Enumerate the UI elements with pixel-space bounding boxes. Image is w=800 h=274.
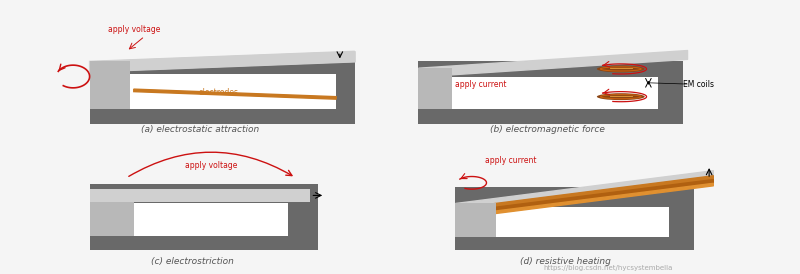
Text: apply current: apply current [485,156,536,165]
Bar [455,187,694,250]
Polygon shape [90,51,354,72]
Text: (c) electrostriction: (c) electrostriction [151,257,234,266]
Bar [418,68,451,109]
Bar [90,184,318,250]
Bar [90,61,130,109]
Text: EM coils: EM coils [683,79,714,89]
Bar [455,203,496,237]
Text: apply voltage: apply voltage [185,161,238,170]
Bar [90,61,354,124]
Text: (d) resistive heating: (d) resistive heating [520,257,611,266]
Bar [90,202,134,236]
Polygon shape [134,89,336,99]
Text: electrodes: electrodes [198,88,238,97]
Bar [451,76,658,109]
Text: (a) electrostatic attraction: (a) electrostatic attraction [141,125,259,135]
Bar [90,189,310,202]
Bar [134,203,288,236]
Ellipse shape [597,65,645,72]
Bar [496,207,669,237]
Text: apply current: apply current [455,79,506,89]
Text: (b) electromagnetic force: (b) electromagnetic force [490,125,605,135]
Text: https://blog.csdn.net/hycsystembella: https://blog.csdn.net/hycsystembella [543,265,673,271]
Text: apply voltage: apply voltage [108,25,160,34]
Bar [130,74,336,109]
Bar [418,61,683,124]
Ellipse shape [597,93,645,100]
